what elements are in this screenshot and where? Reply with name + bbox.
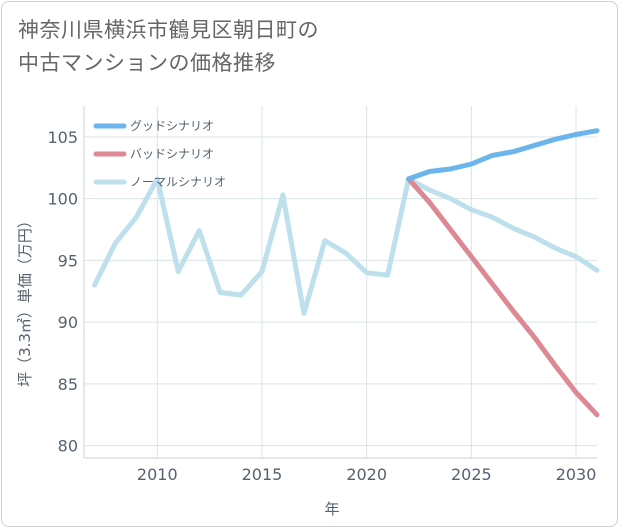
x-tick-label: 2010 (137, 465, 178, 484)
y-tick-label: 95 (58, 251, 78, 270)
x-tick-label: 2025 (451, 465, 492, 484)
y-tick-label: 100 (47, 190, 78, 209)
y-axis-title: 坪（3.3㎡）単価（万円） (16, 213, 34, 387)
x-tick-label: 2015 (242, 465, 283, 484)
series-layer (92, 128, 600, 418)
title-line-2: 中古マンションの価格推移 (18, 51, 276, 75)
chart-title: 神奈川県横浜市鶴見区朝日町の 中古マンションの価格推移 (18, 14, 438, 80)
y-tick-label: 105 (47, 128, 78, 147)
y-tick-label: 90 (58, 313, 78, 332)
legend-label-1: バッドシナリオ (130, 147, 214, 161)
series-line-0 (406, 128, 600, 182)
x-tick-label: 2030 (556, 465, 597, 484)
y-tick-label: 80 (58, 437, 78, 456)
x-tick-label: 2020 (346, 465, 387, 484)
legend-label-2: ノーマルシナリオ (130, 175, 226, 189)
x-axis-title: 年 (324, 500, 339, 518)
y-tick-label: 85 (58, 375, 78, 394)
grid-lines (84, 106, 597, 458)
title-line-1: 神奈川県横浜市鶴見区朝日町の (18, 18, 319, 42)
axis-lines (83, 106, 597, 459)
tick-labels: 80 85 90 95 100 105 2010 2015 2020 2025 2030 (47, 128, 596, 484)
series-line-1 (406, 176, 600, 418)
legend-label-0: グッドシナリオ (130, 119, 214, 133)
series-line-2 (92, 176, 600, 316)
